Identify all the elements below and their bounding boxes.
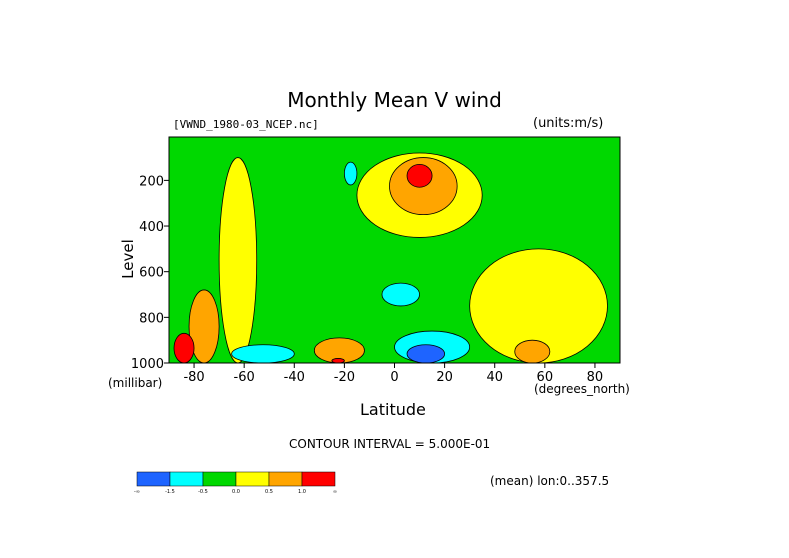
x-tick-label: 20 <box>436 370 453 385</box>
contour-fill-layer <box>169 137 620 363</box>
x-tick-label: 0 <box>390 370 398 385</box>
x-tick-label: 80 <box>587 370 604 385</box>
contour-region-cyan <box>381 282 420 307</box>
y-tick-label: 1000 <box>131 357 164 372</box>
colorbar-swatch <box>301 471 336 487</box>
chart-title: Monthly Mean V wind <box>287 88 502 112</box>
contour-region-cyan <box>231 344 295 363</box>
x-tick-label: -80 <box>183 370 204 385</box>
mean-longitude-note: (mean) lon:0..357.5 <box>490 474 610 488</box>
colorbar-swatch <box>268 471 303 487</box>
x-tick-label: -20 <box>334 370 355 385</box>
x-axis-unit: (degrees_north) <box>534 382 630 396</box>
x-tick-label: 40 <box>486 370 503 385</box>
x-tick-label: -40 <box>284 370 305 385</box>
colorbar-label: 0.0 <box>232 489 240 495</box>
y-tick-label: 200 <box>139 174 164 189</box>
contour-region-blue <box>406 344 446 363</box>
colorbar-swatch <box>202 471 237 487</box>
x-tick-label: -60 <box>234 370 255 385</box>
x-tick-label: 60 <box>537 370 554 385</box>
contour-interval-label: CONTOUR INTERVAL = 5.000E-01 <box>289 437 491 451</box>
contour-region-cyan <box>343 161 358 186</box>
y-tick-label: 800 <box>139 311 164 326</box>
contour-region-red <box>331 358 345 363</box>
colorbar-swatch <box>169 471 204 487</box>
y-axis-unit: (millibar) <box>108 376 163 390</box>
units-label: (units:m/s) <box>533 116 604 131</box>
y-tick-label: 400 <box>139 220 164 235</box>
contour-region-orange <box>514 339 551 363</box>
contour-region-red <box>173 332 195 363</box>
colorbar-label: 0.5 <box>265 489 273 495</box>
axis-layer: -80 -60 -40 -20 0 20 40 60 80 200 400 600 800 1000 <box>131 136 621 385</box>
contour-region-orange <box>313 337 365 363</box>
contour-region-red <box>406 163 433 188</box>
y-tick-label: 600 <box>139 266 164 281</box>
colorbar-label: 1.0 <box>298 489 306 495</box>
contour-region-orange <box>188 289 220 363</box>
dataset-label: [VWND_1980-03_NCEP.nc] <box>173 118 319 131</box>
colorbar-label: -0.5 <box>198 489 208 495</box>
colorbar-label: -∞ <box>134 489 140 495</box>
x-axis-label: Latitude <box>360 400 426 419</box>
colorbar-swatch <box>136 471 171 487</box>
colorbar-swatch <box>235 471 270 487</box>
contour-region-yellow <box>218 157 258 363</box>
colorbar-label: ∞ <box>333 489 337 495</box>
colorbar-label: -1.5 <box>165 489 175 495</box>
colorbar: -∞ -1.5 -0.5 0.0 0.5 1.0 ∞ <box>134 471 337 495</box>
